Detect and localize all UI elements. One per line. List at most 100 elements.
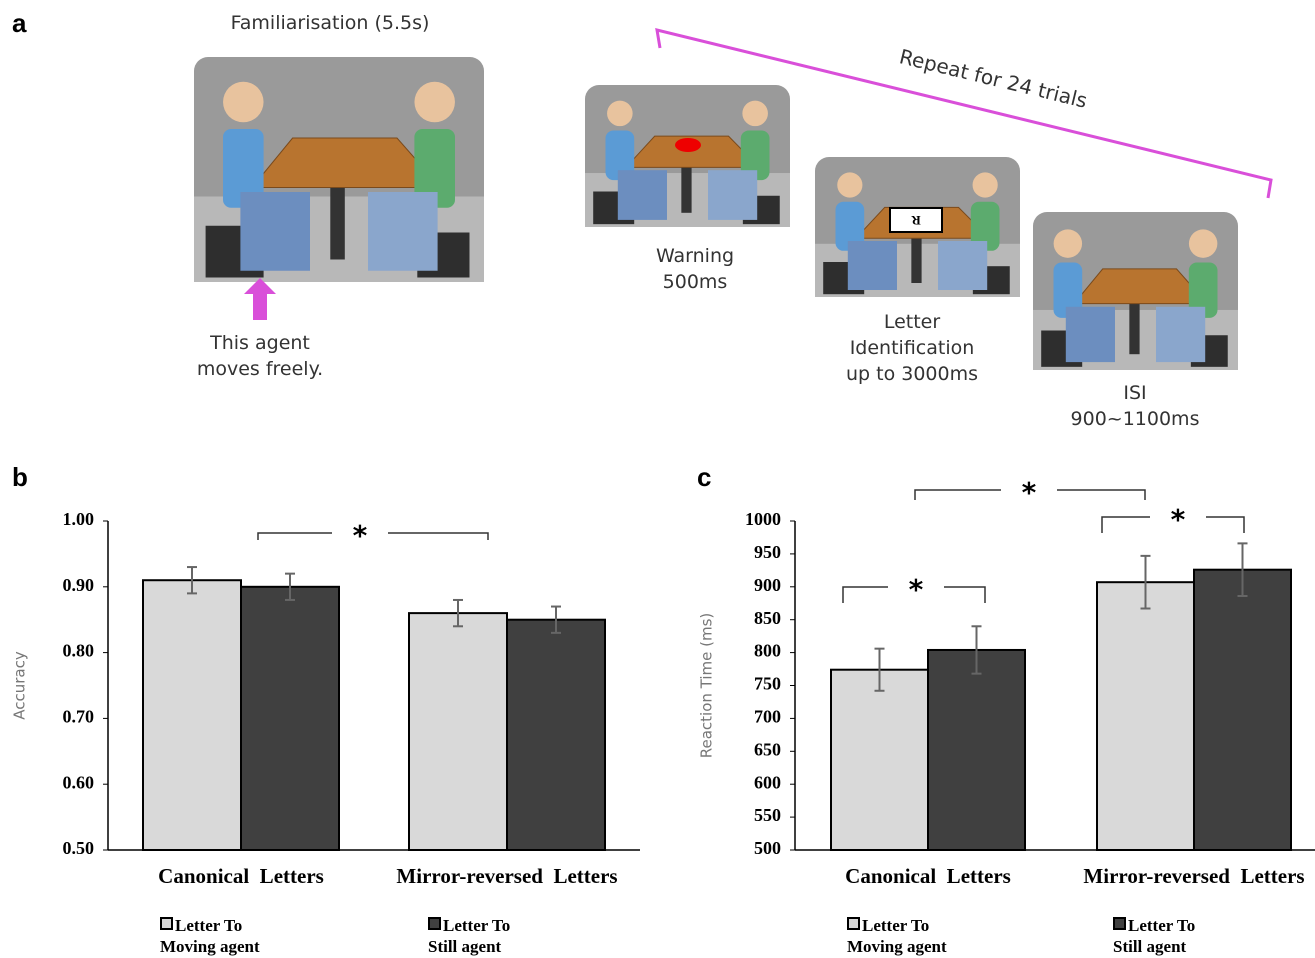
table-leg: [1129, 298, 1140, 355]
y-tick-label: 850: [754, 608, 781, 628]
error-bar: [971, 625, 982, 675]
arrow: [244, 278, 276, 320]
agent-legs: [708, 170, 758, 220]
x-tick-label: Mirror-reversed Letters: [396, 864, 617, 888]
scene-image: [585, 85, 790, 227]
legend-label: Letter To Still agent: [1113, 916, 1196, 956]
legend-label: Letter To Moving agent: [160, 916, 260, 956]
agent-body: [1188, 262, 1218, 318]
agent-head: [972, 172, 998, 198]
agent-body: [1053, 262, 1083, 318]
agent-head: [223, 81, 264, 123]
y-tick-label: 500: [754, 838, 781, 858]
y-tick-label: 800: [754, 641, 781, 661]
error-bar: [453, 598, 463, 628]
agent-body: [414, 129, 455, 208]
table-top: [624, 135, 761, 168]
error-bar: [551, 605, 561, 634]
legend-swatch: [847, 917, 860, 930]
error-bar: [1237, 542, 1248, 598]
x-tick-label: Canonical Letters: [845, 864, 1011, 888]
panel-label: c: [697, 462, 712, 492]
agent-body: [223, 129, 264, 208]
warning-dot: [675, 138, 701, 152]
y-tick-label: 650: [754, 739, 781, 759]
y-tick-label: 1000: [745, 509, 781, 529]
significance-star: *: [1022, 476, 1037, 509]
bar: [142, 579, 242, 851]
significance-bracket: [842, 586, 888, 603]
y-tick-label: 600: [754, 772, 781, 792]
y-tick-label: 750: [754, 674, 781, 694]
agent-legs: [617, 170, 667, 220]
significance-bracket: [944, 586, 986, 603]
agent-head: [607, 100, 633, 127]
stimulus-letter: R: [911, 213, 921, 228]
y-tick-label: 0.70: [63, 707, 95, 727]
panel-label: b: [12, 462, 28, 492]
stage-title: Familiarisation (5.5s): [230, 12, 430, 34]
agent-head: [414, 81, 455, 123]
bar: [927, 648, 1026, 852]
scene-image: [1033, 212, 1238, 370]
legend-entry: Letter To Still agent: [428, 915, 510, 957]
significance-star: *: [1171, 503, 1186, 536]
legend-entry: Letter To Moving agent: [847, 915, 947, 957]
y-axis-label: Reaction Time (ms): [698, 613, 716, 759]
agent-legs: [368, 192, 438, 271]
bar: [408, 612, 508, 851]
y-axis-label: Accuracy: [11, 651, 29, 720]
x-tick-label: Canonical Letters: [158, 864, 324, 888]
y-tick-label: 900: [754, 575, 781, 595]
error-bar: [285, 572, 295, 601]
legend-entry: Letter To Still agent: [1113, 915, 1195, 957]
agent-head: [1053, 229, 1083, 258]
agent-body: [605, 130, 635, 181]
significance-bracket: [1206, 516, 1245, 533]
agent-legs: [240, 192, 310, 271]
agent-body: [740, 130, 770, 181]
table-leg: [911, 234, 922, 283]
agent-head: [742, 100, 768, 127]
letter-box: [889, 207, 943, 233]
significance-bracket: [1101, 516, 1150, 533]
scene-image: [194, 57, 484, 282]
bar: [830, 668, 929, 852]
y-tick-label: 700: [754, 707, 781, 727]
legend-label: Letter To Moving agent: [847, 916, 947, 956]
legend-swatch: [428, 917, 441, 930]
legend-swatch: [160, 917, 173, 930]
agent-legs: [1156, 306, 1206, 363]
panel-label: a: [12, 8, 27, 38]
repeat-bracket: [655, 28, 1273, 199]
significance-star: *: [909, 573, 924, 606]
agent-body: [970, 201, 1000, 251]
repeat-label: Repeat for 24 trials: [897, 44, 1090, 113]
stage-label: ISI 900~1100ms: [1070, 382, 1200, 430]
y-tick-label: 1.00: [63, 509, 95, 529]
y-tick-label: 0.90: [63, 575, 95, 595]
y-tick-label: 0.50: [63, 838, 95, 858]
significance-star: *: [353, 519, 368, 552]
significance-bracket: [257, 532, 332, 540]
table-leg: [330, 180, 345, 260]
table-top: [1072, 268, 1209, 305]
legend-label: Letter To Still agent: [428, 916, 511, 956]
table-leg: [681, 163, 692, 213]
bar: [506, 618, 606, 852]
arrow-note: This agent moves freely.: [196, 332, 324, 380]
significance-bracket: [388, 532, 489, 540]
agent-body: [835, 201, 865, 251]
bar: [1096, 581, 1195, 851]
bar: [1193, 568, 1292, 852]
agent-legs: [847, 241, 897, 290]
error-bar: [874, 647, 885, 692]
legend-swatch: [1113, 917, 1126, 930]
error-bar: [187, 566, 197, 595]
stage-label: Letter Identification up to 3000ms: [845, 311, 979, 385]
significance-bracket: [914, 489, 1001, 500]
stage-label: Warning 500ms: [655, 245, 735, 293]
bar: [240, 585, 340, 851]
legend-entry: Letter To Moving agent: [160, 915, 260, 957]
